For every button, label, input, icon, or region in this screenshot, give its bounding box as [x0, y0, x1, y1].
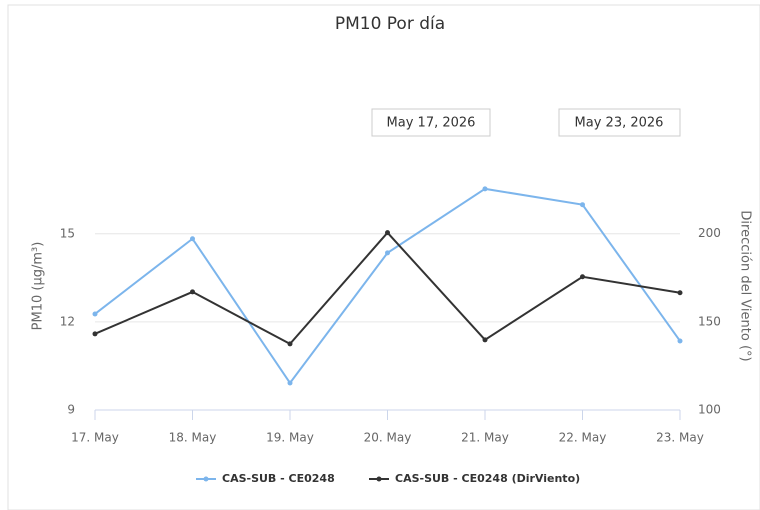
x-tick-label: 20. May: [364, 431, 412, 445]
point: [482, 337, 488, 343]
legend-label: CAS-SUB - CE0248 (DirViento): [395, 472, 580, 485]
point: [385, 250, 390, 256]
point: [385, 230, 390, 236]
y2-tick-label: 200: [698, 226, 721, 240]
range-start-box[interactable]: [371, 108, 491, 137]
x-tick-label: 21. May: [461, 431, 509, 445]
series-line: [94, 187, 681, 385]
y-tick-label: 12: [60, 314, 75, 328]
x-tick-label: 23. May: [656, 431, 704, 445]
legend-marker: [203, 476, 209, 482]
y2-tick-label: 150: [698, 314, 721, 328]
y-tick-label: 15: [60, 226, 75, 240]
y-tick-label: 9: [67, 403, 75, 417]
range-start[interactable]: May 17, 2026: [387, 116, 476, 131]
range-end-box[interactable]: [558, 108, 681, 137]
point: [190, 289, 195, 295]
chart-title: PM10 Por día: [335, 14, 445, 34]
y-axis-title: PM10 (µg/m³): [31, 242, 46, 331]
point: [92, 311, 98, 317]
point: [482, 186, 488, 192]
point: [677, 290, 683, 296]
point: [190, 236, 195, 242]
point: [580, 202, 585, 208]
series-line: [94, 231, 681, 346]
frame: [7, 4, 760, 510]
x-tick-label: 17. May: [71, 431, 119, 445]
point: [677, 338, 683, 344]
point: [287, 341, 293, 347]
x-tick-label: 22. May: [559, 431, 607, 445]
x-tick-label: 19. May: [266, 431, 314, 445]
x-tick-label: 18. May: [169, 431, 217, 445]
point: [92, 331, 98, 337]
point: [580, 274, 585, 280]
legend-marker: [376, 476, 382, 482]
legend-label: CAS-SUB - CE0248: [222, 472, 335, 485]
point: [287, 380, 293, 386]
range-end[interactable]: May 23, 2026: [575, 116, 664, 131]
y2-tick-label: 100: [698, 403, 721, 417]
y2-axis-title: Dirección del Viento (°): [738, 210, 753, 361]
